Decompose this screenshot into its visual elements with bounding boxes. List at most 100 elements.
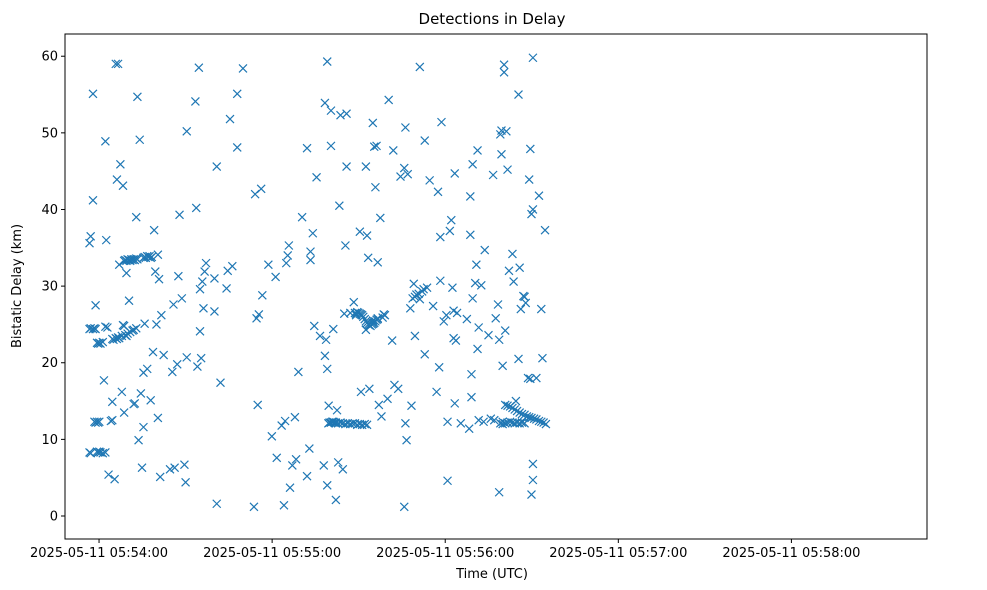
x-axis: 2025-05-11 05:54:00 2025-05-11 05:55:00 20… <box>30 539 860 561</box>
data-point <box>531 415 541 424</box>
data-point <box>159 350 169 360</box>
data-point <box>334 201 344 211</box>
data-point <box>212 162 222 171</box>
data-point <box>129 325 139 335</box>
data-point <box>467 369 476 379</box>
data-point <box>520 418 529 428</box>
y-tick-label: 30 <box>41 280 58 295</box>
data-point <box>328 324 338 334</box>
data-point <box>254 310 264 319</box>
data-point <box>304 444 314 453</box>
data-point <box>433 187 443 197</box>
data-point <box>131 323 141 333</box>
data-point <box>402 435 411 445</box>
chart-title: Detections in Delay <box>419 10 566 28</box>
data-point <box>110 474 120 484</box>
data-point <box>326 141 336 151</box>
data-point <box>342 162 351 171</box>
data-point <box>480 245 490 255</box>
x-tick-label: 2025-05-11 05:56:00 <box>376 546 514 561</box>
data-point <box>302 143 312 153</box>
data-point <box>524 412 534 422</box>
data-point <box>468 159 478 169</box>
data-point <box>508 249 517 259</box>
data-point <box>132 92 142 102</box>
data-point <box>360 419 370 429</box>
data-point <box>462 314 472 324</box>
y-tick-label: 40 <box>41 203 58 218</box>
data-point <box>443 476 452 486</box>
data-point <box>111 59 121 69</box>
data-point <box>149 225 159 235</box>
data-point <box>362 420 372 430</box>
data-point <box>514 354 523 364</box>
data-point <box>361 162 371 171</box>
data-point <box>194 63 204 73</box>
data-point <box>393 384 403 394</box>
y-tick-label: 60 <box>41 50 58 65</box>
data-point <box>156 310 166 320</box>
data-point <box>465 192 475 201</box>
data-point <box>134 435 143 445</box>
data-point <box>197 277 207 286</box>
data-point <box>340 241 350 250</box>
data-point <box>153 413 163 423</box>
data-point <box>291 454 301 464</box>
data-point <box>405 303 415 313</box>
data-point <box>516 304 526 314</box>
data-point <box>363 253 373 263</box>
data-point <box>342 109 351 119</box>
data-point <box>499 60 509 70</box>
data-point <box>445 226 455 236</box>
data-point <box>541 419 551 429</box>
data-point <box>257 290 267 300</box>
data-point <box>170 463 180 473</box>
data-point <box>503 165 512 175</box>
data-point <box>113 59 123 69</box>
data-point <box>512 406 522 416</box>
data-point <box>476 280 486 290</box>
data-point <box>417 287 427 296</box>
data-point <box>479 417 489 427</box>
data-point <box>336 418 345 427</box>
data-point <box>85 238 94 248</box>
data-point <box>403 169 413 179</box>
data-point <box>191 203 201 213</box>
data-point <box>437 117 446 127</box>
data-point <box>177 293 187 303</box>
data-point <box>332 405 342 415</box>
data-point <box>434 362 444 372</box>
data-point <box>517 418 527 427</box>
data-point <box>180 460 189 470</box>
data-point <box>525 144 535 154</box>
data-point <box>195 326 205 336</box>
data-point <box>435 276 445 286</box>
data-point <box>410 331 420 341</box>
data-point <box>320 351 330 361</box>
data-point <box>333 457 343 467</box>
data-point <box>488 170 498 180</box>
data-point <box>375 213 385 223</box>
data-point <box>384 95 394 105</box>
data-point <box>324 401 334 411</box>
data-point <box>281 258 291 268</box>
data-point <box>527 490 536 499</box>
data-point <box>400 123 410 132</box>
data-point <box>524 175 534 185</box>
data-point <box>277 421 287 431</box>
data-point <box>473 146 482 155</box>
data-point <box>225 114 235 124</box>
data-point <box>102 323 112 332</box>
data-point <box>319 461 329 470</box>
data-point <box>528 205 538 214</box>
data-point <box>534 191 544 201</box>
data-point <box>137 463 147 473</box>
data-point <box>499 67 509 77</box>
data-point <box>139 422 148 432</box>
data-point <box>91 300 101 310</box>
data-point <box>130 398 140 408</box>
y-tick-label: 10 <box>41 433 58 448</box>
data-point <box>322 364 332 374</box>
data-point <box>256 184 266 194</box>
data-point <box>196 353 206 363</box>
